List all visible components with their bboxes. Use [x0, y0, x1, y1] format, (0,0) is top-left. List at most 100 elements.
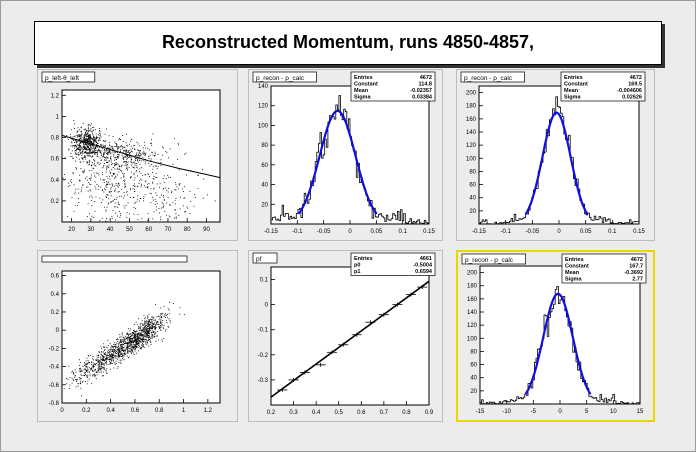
scatter-point	[112, 360, 114, 362]
pad-3[interactable]: -0.15 -0.1 -0.05 0 0.05 0.1 0.15 20 40 60 80 100 120…	[456, 69, 655, 241]
chart-p2: -0.15 -0.1 -0.05 0 0.05 0.1 0.1520406080100120…	[252, 71, 435, 235]
scatter-point	[95, 140, 97, 142]
scatter-point	[116, 338, 117, 340]
scatter-point	[148, 332, 150, 334]
scatter-point	[76, 379, 78, 381]
scatter-point	[123, 337, 124, 339]
scatter-point	[133, 332, 134, 334]
scatter-point	[108, 181, 110, 183]
scatter-point	[150, 188, 152, 190]
scatter-point	[129, 333, 131, 335]
x-tick-label: 15	[637, 409, 644, 415]
scatter-point	[109, 142, 111, 143]
y-tick-label: 100	[467, 336, 478, 342]
scatter-point	[125, 204, 127, 206]
scatter-point	[135, 333, 137, 335]
scatter-point	[91, 141, 93, 143]
scatter-point	[84, 156, 86, 158]
scatter-point	[109, 191, 111, 193]
scatter-point	[81, 157, 83, 159]
scatter-point	[148, 325, 150, 327]
pad-1[interactable]: 20 30 40 50 60 70 80 90 0.2 0.4 0.6 0.8 1 1.2 p_left-θ…	[37, 69, 238, 241]
scatter-point	[97, 149, 99, 151]
scatter-point	[103, 343, 105, 345]
scatter-point	[115, 175, 117, 177]
scatter-point	[80, 395, 82, 397]
scatter-point	[109, 362, 111, 364]
scatter-point	[145, 336, 147, 338]
scatter-point	[128, 345, 130, 347]
scatter-point	[84, 375, 86, 377]
scatter-point	[93, 364, 94, 366]
scatter-point	[145, 327, 147, 329]
scatter-point	[68, 149, 70, 151]
scatter-point	[148, 330, 150, 332]
pad-5[interactable]: 0.2 0.3 0.4 0.5 0.6 0.7 0.8 0.9 -0.3 -0.2 -0.1 0 0.1…	[248, 250, 443, 422]
scatter-point	[116, 196, 118, 198]
scatter-point	[92, 356, 94, 358]
scatter-point	[92, 145, 94, 147]
scatter-point	[95, 165, 97, 167]
scatter-point	[72, 157, 74, 159]
scatter-point	[107, 339, 109, 341]
scatter-point	[86, 149, 88, 151]
scatter-point	[145, 341, 147, 343]
scatter-point	[128, 341, 130, 343]
scatter-point	[85, 130, 87, 132]
scatter-point	[155, 172, 157, 174]
scatter-point	[96, 359, 97, 361]
scatter-point	[126, 338, 128, 340]
scatter-point	[82, 171, 84, 173]
scatter-point	[137, 185, 139, 187]
scatter-point	[76, 144, 78, 146]
scatter-point	[98, 356, 100, 358]
scatter-point	[106, 152, 108, 154]
scatter-point	[91, 156, 93, 158]
scatter-point	[140, 155, 142, 156]
scatter-point	[136, 334, 138, 336]
scatter-point	[90, 190, 92, 192]
scatter-point	[114, 146, 116, 147]
scatter-point	[92, 367, 94, 369]
scatter-point	[105, 210, 107, 212]
title-box[interactable]: Reconstructed Momentum, runs 4850-4857,	[34, 21, 662, 65]
scatter-point	[117, 157, 119, 159]
y-tick-label: 60	[469, 183, 476, 189]
scatter-point	[127, 346, 129, 348]
scatter-point	[95, 149, 97, 151]
scatter-point	[70, 145, 72, 147]
scatter-point	[129, 152, 131, 154]
scatter-point	[133, 333, 135, 335]
scatter-point	[108, 153, 110, 155]
scatter-point	[104, 188, 105, 190]
scatter-point	[136, 169, 138, 171]
pad-2[interactable]: -0.15 -0.1 -0.05 0 0.05 0.1 0.15 20 40 60 80 100 120…	[248, 69, 443, 241]
pad-6-selected[interactable]: -15 -10 -5 0 5 10 15 20 40 60 80 100 120 140 160 180 200…	[456, 250, 655, 422]
scatter-point	[126, 333, 128, 335]
scatter-point	[80, 380, 82, 382]
scatter-point	[109, 351, 111, 353]
scatter-point	[74, 145, 76, 147]
scatter-point	[138, 342, 140, 344]
stats-key: Constant	[354, 82, 378, 88]
scatter-point	[114, 164, 116, 166]
scatter-point	[99, 365, 101, 367]
scatter-point	[143, 153, 144, 155]
scatter-point	[98, 185, 99, 187]
stats-key: p0	[354, 263, 360, 269]
scatter-point	[161, 201, 163, 203]
scatter-point	[118, 348, 120, 350]
scatter-point	[151, 336, 153, 338]
scatter-point	[148, 325, 150, 326]
scatter-point	[133, 196, 135, 198]
scatter-point	[156, 334, 158, 336]
scatter-point	[144, 153, 146, 155]
scatter-point	[153, 333, 155, 335]
pad-4[interactable]: 0 0.2 0.4 0.6 0.8 1 1.2 -0.8 -0.6 -0.4 -0.2 0 0.2 0.4…	[37, 250, 238, 422]
scatter-point	[202, 197, 204, 199]
scatter-point	[118, 171, 120, 173]
scatter-point	[127, 347, 129, 349]
scatter-point	[168, 157, 169, 159]
x-tick-label: 0.5	[335, 410, 344, 416]
scatter-point	[87, 152, 88, 154]
